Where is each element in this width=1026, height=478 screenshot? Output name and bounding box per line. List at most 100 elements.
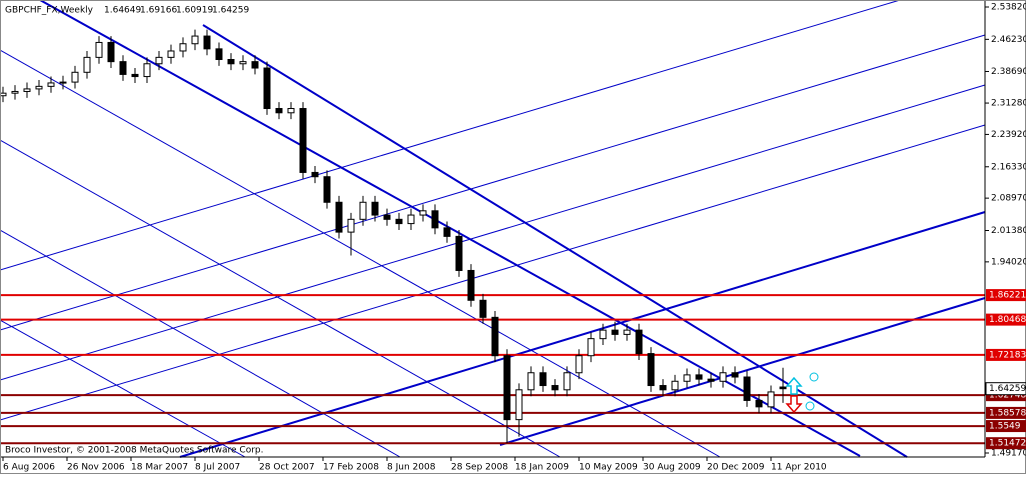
price-level-box: [986, 348, 1026, 361]
candles: [0, 29, 787, 444]
candle-body: [35, 85, 43, 90]
price-level-label: 1.80468: [989, 315, 1026, 325]
candle-body: [503, 355, 511, 421]
candle-body: [515, 389, 523, 421]
price-level-label: 1.5549: [989, 422, 1021, 432]
candle-body: [191, 35, 199, 45]
price-level-label: 1.58578: [989, 408, 1026, 418]
candle-body: [407, 214, 415, 225]
y-tick-label: 2.01380: [991, 226, 1026, 236]
candle-body: [611, 329, 619, 335]
y-tick-label: 2.31280: [991, 99, 1026, 109]
candle-body: [743, 376, 751, 401]
candle-body: [623, 329, 631, 335]
x-tick-label: 8 Jun 2008: [387, 463, 436, 473]
symbol-label: GBPCHF_FX,Weekly: [5, 6, 94, 16]
candle-body: [599, 329, 607, 340]
candle-body: [347, 218, 355, 233]
fan-line: [0, 124, 986, 421]
fan-line: [0, 319, 246, 458]
candle-body: [647, 353, 655, 387]
y-tick-label: 1.94020: [991, 257, 1026, 267]
price-level-label: 1.86221: [989, 291, 1026, 301]
candle-body: [719, 372, 727, 382]
signal-arrows: [785, 372, 819, 414]
y-tick-label: 2.16330: [991, 162, 1026, 172]
candle-body: [215, 48, 223, 61]
price-level-box: [986, 437, 1026, 450]
y-tick-label: 2.38690: [991, 67, 1026, 77]
candle-body: [287, 108, 295, 114]
y-tick-label: 2.08970: [991, 194, 1026, 204]
fan-line: [0, 229, 401, 458]
candle-body: [683, 374, 691, 382]
candle-body: [143, 63, 151, 78]
candle-body: [83, 56, 91, 73]
x-tick-label: 18 Jan 2009: [515, 463, 569, 473]
candle-body: [455, 235, 463, 271]
candle-body: [731, 372, 739, 378]
candle-body: [491, 316, 499, 357]
candle-body: [251, 61, 259, 69]
price-level-label: 1.62748: [989, 391, 1026, 401]
candle-body: [551, 385, 559, 391]
candle-body: [479, 299, 487, 318]
y-tick-label: 2.53820: [991, 3, 1026, 13]
x-tick-label: 26 Nov 2006: [67, 463, 125, 473]
candle-body: [311, 171, 319, 178]
candle-body: [419, 210, 427, 216]
axis: 2.53820 2.46230 2.38690 2.31280 2.23920 2.163…: [2, 3, 1026, 473]
channel-line: [499, 297, 986, 446]
up-arrow: [785, 376, 803, 395]
y-tick-label: 2.23920: [991, 130, 1026, 140]
candle-body: [275, 108, 283, 114]
candle-body: [659, 385, 667, 391]
price-level-box: [986, 406, 1026, 419]
current-price-box: [985, 382, 1026, 396]
candle-body: [23, 88, 31, 92]
candle-body: [395, 218, 403, 225]
candle-body: [371, 201, 379, 216]
x-tick-label: 28 Sep 2008: [451, 463, 508, 473]
x-tick-label: 20 Dec 2009: [707, 463, 765, 473]
candle-body: [755, 399, 763, 408]
candle-body: [59, 81, 67, 84]
fan-line: [0, 0, 901, 271]
candle-body: [767, 391, 775, 408]
fan-line: [0, 139, 561, 458]
candle-body: [227, 59, 235, 65]
candle-body: [359, 201, 367, 220]
y-tick-label: 2.46230: [991, 35, 1026, 45]
price-level-box: [986, 313, 1026, 326]
candle-body: [443, 227, 451, 237]
x-tick-label: 17 Feb 2008: [323, 463, 379, 473]
candle-body: [263, 67, 271, 110]
candle-body: [95, 41, 103, 58]
x-tick-label: 30 Aug 2009: [643, 463, 701, 473]
copyright: Broco Investor, © 2001-2008 MetaQuotes S…: [5, 446, 264, 456]
candle-body: [11, 90, 19, 94]
current-price-label: 1.64259: [989, 384, 1026, 394]
fan-line: [0, 84, 986, 381]
candle-body: [707, 378, 715, 382]
x-tick-label: 6 Aug 2006: [3, 463, 55, 473]
x-tick-label: 18 Mar 2007: [131, 463, 188, 473]
x-tick-label: 11 Apr 2010: [771, 463, 827, 473]
candle-body: [167, 50, 175, 58]
signal-icon: [805, 401, 815, 411]
x-tick-label: 8 Jul 2007: [195, 463, 240, 473]
candle-body: [575, 355, 583, 374]
price-level-box: [986, 289, 1026, 302]
candle-body: [299, 108, 307, 173]
ohlc-close: 1.64259: [212, 6, 249, 16]
candle-body: [71, 71, 79, 83]
candle-body: [383, 214, 391, 220]
candle-body: [695, 374, 703, 380]
price-level-box: [986, 420, 1026, 433]
candle-body: [587, 338, 595, 357]
x-tick-label: 10 May 2009: [579, 463, 638, 473]
candle-body: [155, 56, 163, 65]
candle-body: [527, 372, 535, 391]
